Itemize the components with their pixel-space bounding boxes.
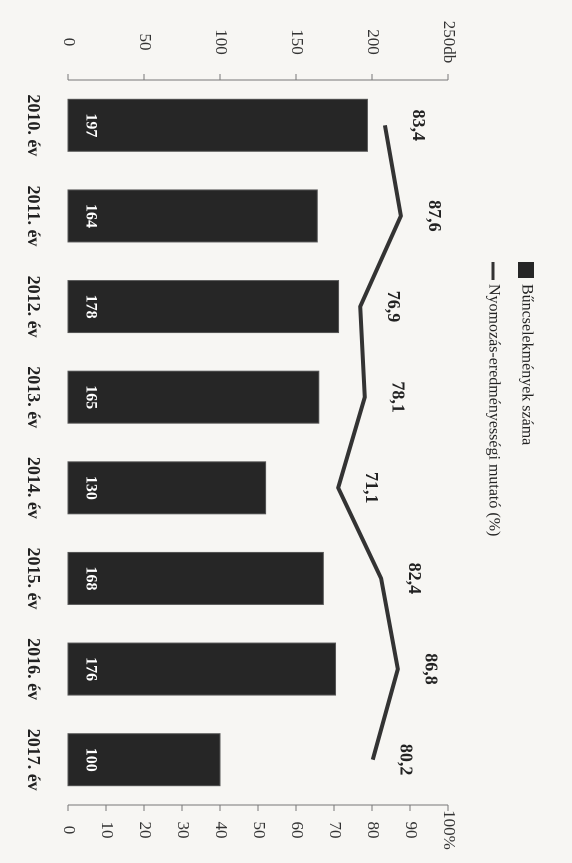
bar [67,733,221,787]
line-value-label: 83,4 [409,110,429,142]
y-tick-label: 0 [60,38,79,47]
y2-tick-label: 10 [98,822,117,839]
bar-value-label: 164 [82,204,99,228]
y-tick-label: 150 [288,29,307,55]
bar-value-label: 197 [82,113,99,137]
x-tick-label: 2014. év [24,457,44,519]
y-tick-label: 100 [212,29,231,55]
bar-value-label: 165 [82,385,99,409]
y2-tick-label: 60 [288,822,307,839]
y2-tick-label: 50 [250,822,269,839]
bar [67,280,340,334]
x-tick-label: 2010. év [24,94,44,156]
y2-tick-label: 80 [364,822,383,839]
y2-tick-label: 20 [136,822,155,839]
bar [67,551,324,605]
bar-value-label: 176 [82,657,99,681]
x-tick-label: 2017. év [24,729,44,791]
y2-tick-label: 40 [212,822,231,839]
bar [67,370,320,424]
line-value-label: 87,6 [425,200,445,232]
y-tick-label: 250db [440,21,459,64]
y2-tick-label: 0 [60,826,79,835]
bar [67,189,318,243]
bar [67,642,337,696]
bar-value-label: 130 [82,476,99,500]
legend-label: Bűncselekmények száma [518,284,535,445]
y2-tick-label: 90 [402,822,421,839]
x-tick-label: 2015. év [24,547,44,609]
x-tick-label: 2016. év [24,638,44,700]
bar-value-label: 100 [82,748,99,772]
line-value-label: 86,8 [422,653,442,685]
legend-swatch [518,262,534,278]
legend-label: Nyomozás-eredményességi mutató (%) [485,284,502,536]
line-value-label: 76,9 [384,291,404,323]
bar-value-label: 178 [82,295,99,319]
y-tick-label: 50 [136,34,155,51]
bar [67,461,267,515]
line [336,124,403,761]
y-tick-label: 200 [364,29,383,55]
line-value-label: 82,4 [405,563,425,595]
bar-value-label: 168 [82,566,99,590]
y2-tick-label: 30 [174,822,193,839]
line-value-label: 78,1 [389,381,409,413]
x-tick-label: 2013. év [24,366,44,428]
bar [67,98,368,152]
line-value-label: 71,1 [362,472,382,504]
x-tick-label: 2012. év [24,276,44,338]
y2-tick-label: 70 [326,822,345,839]
line-value-label: 80,2 [397,744,417,776]
y2-tick-label: 100% [440,810,459,850]
x-tick-label: 2011. év [24,185,44,246]
